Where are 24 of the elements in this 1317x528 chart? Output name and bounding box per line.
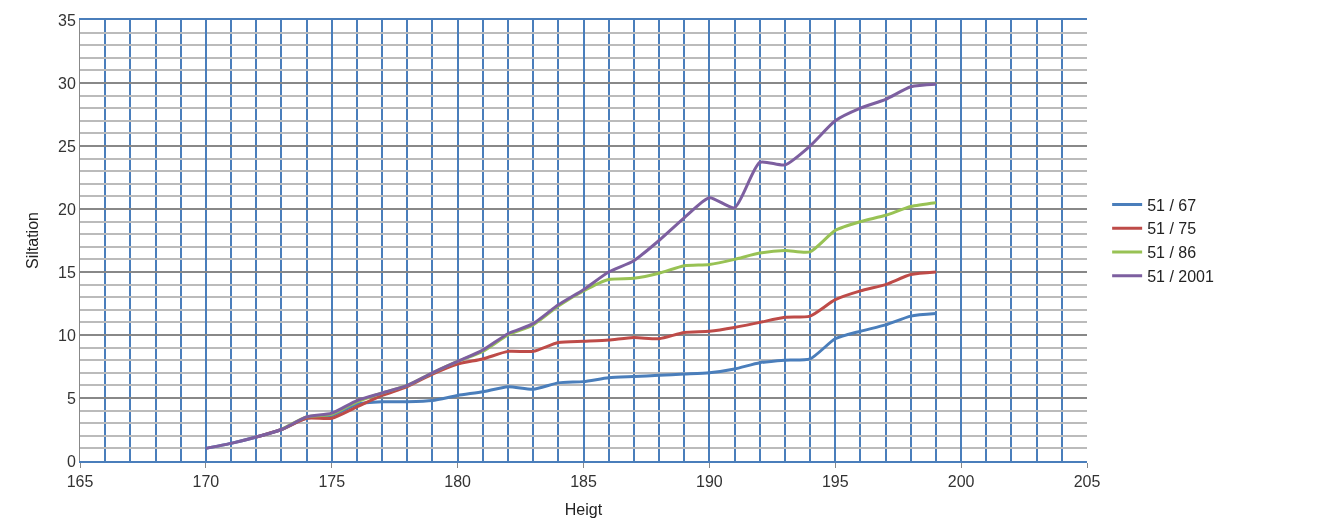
legend-label: 51 / 86 [1147, 244, 1197, 262]
legend-label: 51 / 67 [1147, 196, 1197, 214]
y-tick-label: 15 [58, 263, 76, 281]
legend-label: 51 / 2001 [1147, 268, 1214, 286]
y-tick-label: 5 [66, 389, 76, 407]
x-tick-label: 175 [318, 473, 346, 491]
y-tick-label: 20 [58, 200, 76, 218]
x-tick-label: 170 [192, 473, 220, 491]
x-tick-label: 185 [570, 473, 597, 491]
x-tick-label: 205 [1073, 473, 1101, 491]
y-tick-label: 0 [66, 452, 76, 470]
x-tick-label: 195 [821, 473, 849, 491]
x-tick-label: 190 [696, 473, 723, 491]
y-axis-title: Siltation [23, 212, 41, 269]
y-tick-label: 25 [58, 137, 76, 155]
y-tick-label: 10 [58, 326, 76, 344]
line-series [204, 82, 938, 450]
y-tick-label: 35 [58, 11, 76, 29]
x-tick-label: 165 [66, 473, 94, 491]
x-axis-title: Heigt [564, 501, 603, 519]
legend-label: 51 / 75 [1147, 220, 1197, 238]
y-tick-label: 30 [58, 74, 76, 92]
x-tick-label: 180 [444, 473, 472, 491]
x-tick-label: 200 [947, 473, 975, 491]
